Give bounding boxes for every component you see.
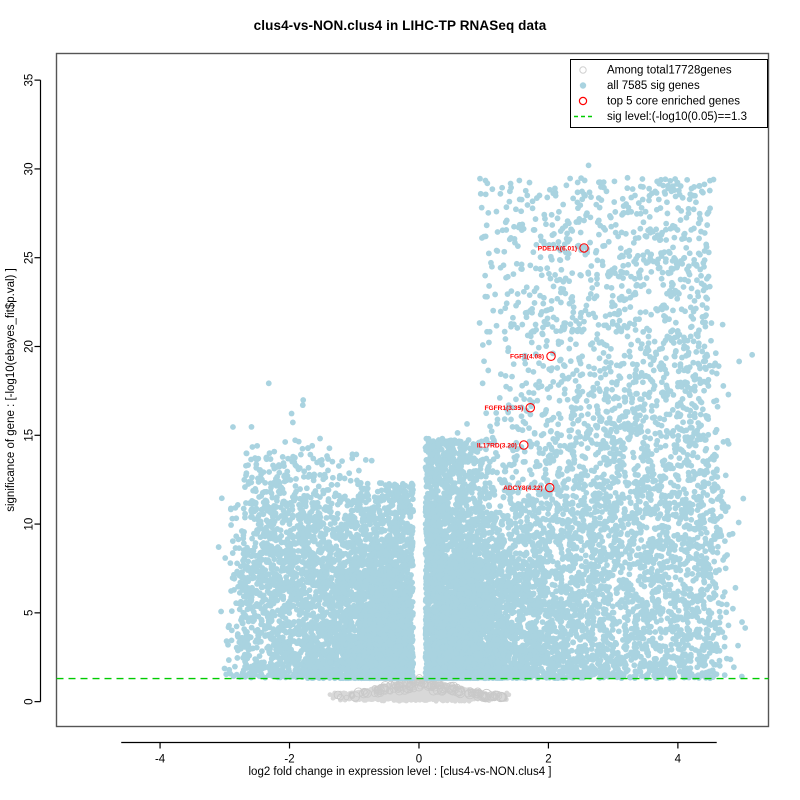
data-point <box>626 494 632 501</box>
data-point <box>708 337 714 344</box>
data-point <box>597 514 603 521</box>
data-point <box>388 694 394 700</box>
data-point <box>600 350 607 356</box>
data-point <box>717 614 724 620</box>
data-point <box>497 503 504 509</box>
data-point <box>535 463 542 469</box>
data-point <box>742 625 749 631</box>
data-point <box>725 622 732 629</box>
data-point <box>735 642 741 649</box>
data-point <box>714 403 721 410</box>
data-point <box>690 338 697 345</box>
data-point <box>583 398 590 404</box>
data-point <box>615 628 622 635</box>
data-point <box>590 415 597 422</box>
sig-points-layer <box>215 162 756 682</box>
nonsig-points-layer <box>327 674 512 704</box>
data-point <box>509 373 515 380</box>
plot-frame <box>55 52 770 728</box>
data-point <box>670 307 676 314</box>
data-point <box>402 696 408 701</box>
data-point <box>656 532 663 539</box>
data-point <box>642 309 649 315</box>
data-point <box>652 629 659 635</box>
data-point <box>542 466 549 473</box>
data-point <box>416 691 422 697</box>
data-point <box>735 519 742 526</box>
data-point <box>430 697 436 703</box>
data-point <box>564 467 570 474</box>
data-point <box>509 474 516 481</box>
data-point <box>658 275 665 282</box>
data-point <box>555 382 562 388</box>
data-point <box>637 309 644 316</box>
data-point <box>651 485 658 492</box>
data-point <box>635 545 642 552</box>
data-point <box>730 605 736 612</box>
data-point <box>621 352 628 359</box>
data-point <box>680 419 686 426</box>
data-point <box>393 696 399 702</box>
data-point <box>723 655 730 662</box>
data-point <box>684 571 691 578</box>
data-point <box>555 421 562 428</box>
data-point <box>464 420 470 427</box>
page-title: clus4-vs-NON.clus4 in LIHC-TP RNASeq dat… <box>253 18 547 33</box>
data-point <box>711 558 718 565</box>
data-point <box>617 569 624 576</box>
data-point <box>567 631 574 638</box>
data-point <box>449 695 454 701</box>
data-point <box>689 570 696 577</box>
data-point <box>631 662 638 669</box>
data-point <box>713 426 720 433</box>
data-point <box>626 373 633 380</box>
data-point <box>582 552 589 559</box>
data-point <box>642 434 648 441</box>
data-point <box>457 698 463 704</box>
data-point <box>657 635 664 641</box>
data-point <box>508 416 514 423</box>
data-point <box>749 351 756 358</box>
data-point <box>732 584 739 591</box>
data-point <box>725 391 732 398</box>
